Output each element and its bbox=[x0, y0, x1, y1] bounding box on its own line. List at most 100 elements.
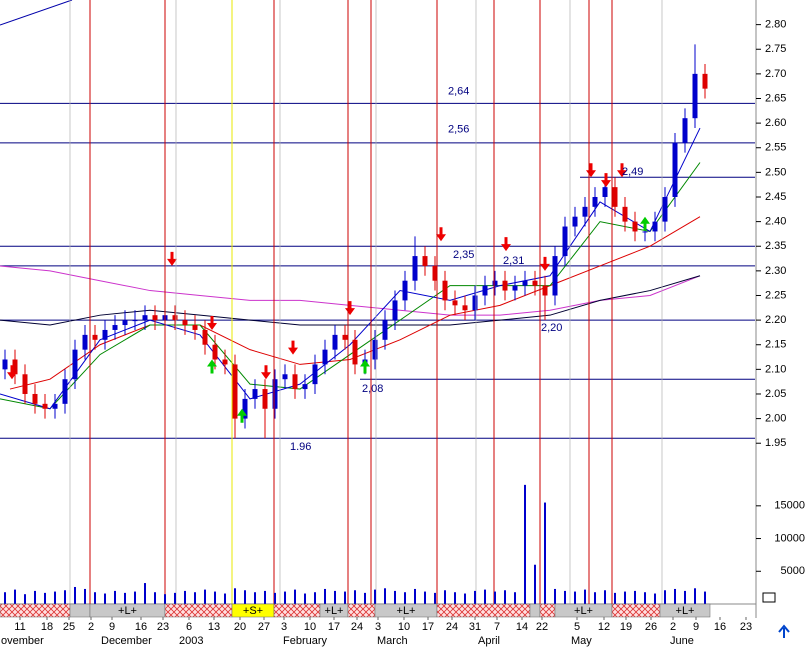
y-tick-label: 2.70 bbox=[765, 68, 786, 80]
candle-body bbox=[602, 187, 608, 197]
candle-body bbox=[652, 221, 658, 232]
signal-segment bbox=[273, 603, 321, 618]
x-tick-label: 24 bbox=[351, 621, 363, 633]
candle-body bbox=[122, 320, 128, 326]
price-panel bbox=[0, 44, 755, 439]
month-label: 2003 bbox=[179, 635, 203, 647]
x-tick-label: 2 bbox=[670, 621, 676, 633]
candle-body bbox=[12, 359, 18, 375]
candle-body bbox=[152, 315, 158, 321]
volume-tick-label: 15000 bbox=[774, 500, 805, 512]
signal-segment bbox=[539, 603, 556, 618]
candle-body bbox=[32, 393, 38, 404]
candle-body bbox=[522, 280, 528, 286]
candle-body bbox=[432, 265, 438, 281]
candle-body bbox=[492, 280, 498, 286]
x-tick-label: 23 bbox=[157, 621, 169, 633]
level-label: 2,49 bbox=[622, 166, 643, 178]
x-tick-label: 18 bbox=[41, 621, 53, 633]
candle-body bbox=[482, 285, 488, 296]
candle-body bbox=[612, 187, 618, 207]
sell-arrow bbox=[7, 365, 17, 380]
y-tick-label: 2.35 bbox=[765, 240, 786, 252]
candle-body bbox=[92, 334, 98, 340]
x-tick-label: 23 bbox=[740, 621, 752, 633]
candle-body bbox=[102, 329, 108, 340]
signal-segment bbox=[529, 603, 541, 618]
candle-body bbox=[472, 295, 478, 311]
sell-arrow bbox=[540, 256, 550, 271]
candle-body bbox=[412, 256, 418, 281]
x-tick-label: 9 bbox=[109, 621, 115, 633]
candle-body bbox=[452, 300, 458, 306]
y-tick-label: 2.25 bbox=[765, 289, 786, 301]
candle-body bbox=[562, 226, 568, 257]
x-tick-label: 3 bbox=[281, 621, 287, 633]
y-tick-label: 2.05 bbox=[765, 388, 786, 400]
signal-label: +L+ bbox=[118, 605, 137, 617]
candle-body bbox=[22, 374, 28, 394]
level-label: 1.96 bbox=[290, 441, 311, 453]
candle-body bbox=[352, 339, 358, 365]
candle-body bbox=[512, 285, 518, 291]
x-tick-label: 10 bbox=[398, 621, 410, 633]
y-tick-label: 1.95 bbox=[765, 437, 786, 449]
moving-average bbox=[0, 162, 701, 410]
candle-body bbox=[632, 221, 638, 232]
candle-body bbox=[622, 206, 628, 222]
candle-body bbox=[172, 315, 178, 321]
signal-segment bbox=[0, 603, 71, 618]
candle-body bbox=[502, 280, 508, 291]
candle-body bbox=[182, 320, 188, 326]
candle-body bbox=[282, 374, 288, 380]
candle-body bbox=[592, 196, 598, 207]
candle-body bbox=[322, 349, 328, 365]
candle-body bbox=[192, 325, 198, 330]
level-label: 2,20 bbox=[541, 322, 562, 334]
x-tick-label: 31 bbox=[469, 621, 481, 633]
candle-body bbox=[542, 285, 548, 296]
signal-segment bbox=[69, 603, 91, 618]
y-tick-label: 2.40 bbox=[765, 216, 786, 228]
candle-body bbox=[702, 73, 708, 89]
x-tick-label: 7 bbox=[494, 621, 500, 633]
y-tick-label: 2.55 bbox=[765, 142, 786, 154]
buy-arrow bbox=[207, 359, 217, 374]
candle-body bbox=[692, 73, 698, 119]
signal-segment bbox=[164, 603, 233, 618]
x-tick-label: 16 bbox=[714, 621, 726, 633]
signal-segment bbox=[611, 603, 661, 618]
month-label: ovember bbox=[1, 635, 44, 647]
candle-body bbox=[392, 300, 398, 321]
candle-body bbox=[312, 364, 318, 385]
candle-body bbox=[532, 280, 538, 286]
x-tick-label: 13 bbox=[208, 621, 220, 633]
volume-tick-label: 10000 bbox=[774, 532, 805, 544]
candle-body bbox=[142, 315, 148, 321]
level-label: 2,31 bbox=[503, 255, 524, 267]
level-label: 2,56 bbox=[448, 124, 469, 136]
buy-arrow bbox=[640, 216, 650, 231]
month-label: May bbox=[571, 635, 592, 647]
signal-segment bbox=[659, 603, 711, 618]
sell-arrow bbox=[601, 173, 611, 188]
x-tick-label: 17 bbox=[422, 621, 434, 633]
volume-tick-label: 5000 bbox=[781, 565, 805, 577]
signal-label: +S+ bbox=[243, 605, 263, 617]
candle-body bbox=[42, 403, 48, 409]
moving-average bbox=[0, 275, 701, 326]
scroll-arrow[interactable] bbox=[778, 624, 790, 638]
signal-label: +L+ bbox=[574, 605, 593, 617]
x-tick-label: 26 bbox=[645, 621, 657, 633]
candle-body bbox=[582, 206, 588, 217]
x-tick-label: 5 bbox=[574, 621, 580, 633]
x-tick-label: 12 bbox=[598, 621, 610, 633]
candle-body bbox=[82, 334, 88, 350]
x-tick-label: 19 bbox=[620, 621, 632, 633]
sell-arrow bbox=[261, 365, 271, 380]
sell-arrow bbox=[167, 251, 177, 266]
candle-body bbox=[2, 359, 8, 370]
scroll-box[interactable] bbox=[762, 592, 776, 603]
candle-body bbox=[132, 320, 138, 322]
candle-body bbox=[332, 334, 338, 350]
